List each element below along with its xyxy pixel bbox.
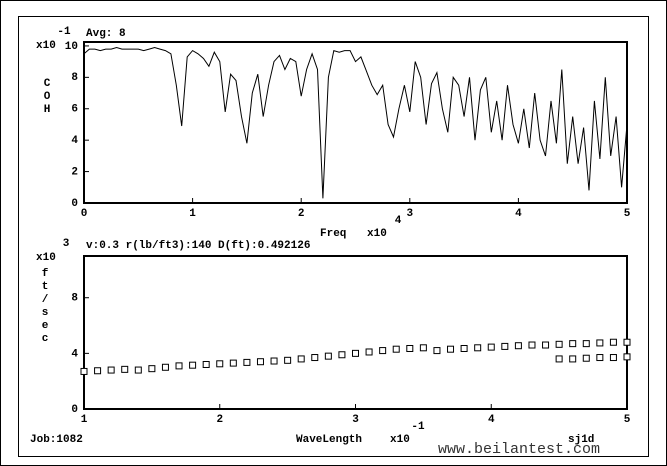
point <box>487 343 495 351</box>
y-tick-label: 8 <box>71 72 78 84</box>
x-tick-label: 4 <box>488 414 495 426</box>
annotation: v:0.3 r(lb/ft3):140 D(ft):0.492126 <box>86 240 310 252</box>
x-exponent-base: x10 <box>367 228 387 240</box>
plot-frame <box>83 41 628 204</box>
y-tick-label: 4 <box>71 348 78 360</box>
x-tick-label: 3 <box>352 414 359 426</box>
point <box>379 347 387 355</box>
point <box>419 344 427 352</box>
y-tick-label: 8 <box>71 293 78 305</box>
point <box>243 358 251 366</box>
point <box>352 349 359 357</box>
point <box>134 366 142 374</box>
file-label: sj1d <box>568 434 594 446</box>
point <box>107 366 115 374</box>
point <box>514 342 522 350</box>
x-tick-label: 2 <box>216 414 223 426</box>
job-label: Job:1082 <box>30 434 83 446</box>
x-tick-label: 2 <box>298 208 305 220</box>
point <box>216 360 224 368</box>
point <box>365 348 373 356</box>
y-tick-label: 0 <box>71 404 78 416</box>
point <box>555 340 563 348</box>
x-tick-label: 0 <box>81 208 88 220</box>
annotation: Avg: 8 <box>86 28 126 40</box>
point <box>582 340 590 348</box>
watermark: www.beilantest.com <box>438 441 600 458</box>
y-tick-label: 10 <box>65 41 78 53</box>
x-exponent: 4 <box>395 215 402 227</box>
point <box>256 358 264 366</box>
point <box>609 354 617 362</box>
x-exponent-base: x10 <box>390 434 410 446</box>
y-tick-label: 0 <box>71 198 78 210</box>
point <box>229 359 237 367</box>
point <box>569 340 577 348</box>
point <box>297 355 305 363</box>
point <box>609 338 617 346</box>
x-exponent: -1 <box>411 421 425 433</box>
inner-frame <box>18 16 649 457</box>
point <box>596 354 604 362</box>
point <box>596 339 604 347</box>
point <box>582 354 590 362</box>
x-tick-label: 3 <box>406 208 413 220</box>
x-tick-label: 1 <box>81 414 88 426</box>
x-axis-label: Freq <box>320 228 346 240</box>
point <box>121 365 129 373</box>
y-exponent-base: x10 <box>36 252 56 264</box>
y-exponent: -1 <box>57 26 71 38</box>
x-tick-label: 1 <box>189 208 196 220</box>
y-tick-label: 4 <box>71 135 78 147</box>
y-tick-label: 6 <box>71 104 78 116</box>
point <box>623 338 631 346</box>
point <box>460 344 468 352</box>
y-exponent-base: x10 <box>36 40 56 52</box>
point <box>338 351 346 359</box>
point <box>80 367 88 375</box>
point <box>284 356 292 364</box>
point <box>324 352 332 360</box>
point <box>161 363 169 371</box>
x-axis-label: WaveLength <box>296 434 362 446</box>
x-tick-label: 5 <box>624 414 631 426</box>
point <box>148 365 156 373</box>
coherence-line <box>83 46 628 199</box>
y-tick-label: 2 <box>71 166 78 178</box>
point <box>433 347 441 355</box>
point <box>501 342 509 350</box>
point <box>94 367 102 375</box>
point <box>569 355 577 363</box>
point <box>555 355 563 363</box>
point <box>311 354 319 362</box>
point <box>406 344 414 352</box>
y-exponent: 3 <box>63 238 70 250</box>
point <box>447 345 455 353</box>
point <box>270 357 278 365</box>
point <box>175 362 183 370</box>
point <box>474 344 482 352</box>
point <box>189 361 197 369</box>
x-tick-label: 4 <box>515 208 522 220</box>
point <box>392 345 400 353</box>
point <box>623 353 631 361</box>
y-axis-label: COH <box>41 78 53 117</box>
point <box>542 341 550 349</box>
y-axis-label: ft/sec <box>39 268 51 346</box>
point <box>528 341 536 349</box>
plot-frame <box>83 255 628 410</box>
x-tick-label: 5 <box>624 208 631 220</box>
point <box>202 360 210 368</box>
